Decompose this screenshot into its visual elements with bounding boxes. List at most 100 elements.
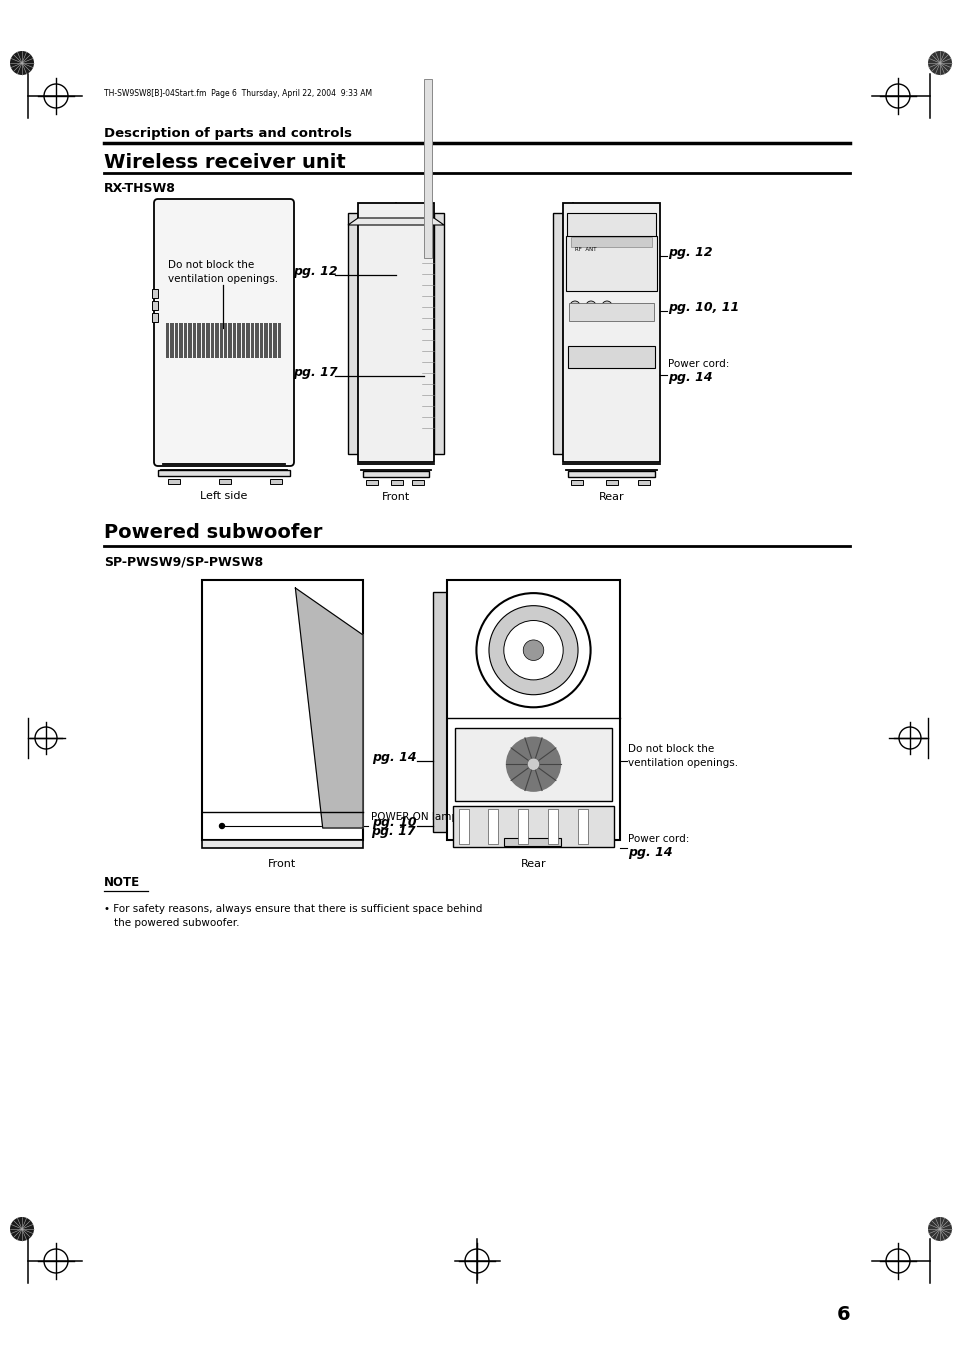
Bar xyxy=(228,323,232,358)
Bar xyxy=(166,323,170,358)
Text: Powered subwoofer: Powered subwoofer xyxy=(104,523,322,543)
Text: the powered subwoofer.: the powered subwoofer. xyxy=(113,917,239,928)
Bar xyxy=(184,323,187,358)
Bar xyxy=(423,78,432,258)
Bar xyxy=(488,809,497,844)
Text: Description of parts and controls: Description of parts and controls xyxy=(104,127,352,139)
Text: pg. 14: pg. 14 xyxy=(372,751,416,763)
Bar xyxy=(578,809,587,844)
Bar xyxy=(458,809,469,844)
Bar xyxy=(201,323,205,358)
Bar xyxy=(168,480,180,484)
Bar xyxy=(567,346,655,367)
Text: 6: 6 xyxy=(836,1305,849,1324)
Circle shape xyxy=(522,640,543,661)
Bar xyxy=(179,323,183,358)
Text: Power cord:: Power cord: xyxy=(667,359,729,369)
Text: pg. 17: pg. 17 xyxy=(371,824,416,838)
Bar xyxy=(237,323,240,358)
Bar xyxy=(152,301,158,309)
Circle shape xyxy=(569,301,579,311)
Bar xyxy=(219,323,223,358)
Bar xyxy=(174,323,178,358)
Text: POWER ON lamp:: POWER ON lamp: xyxy=(371,812,461,821)
Bar xyxy=(214,323,218,358)
Text: Do not block the: Do not block the xyxy=(168,259,254,270)
Circle shape xyxy=(585,301,596,311)
Bar xyxy=(571,480,582,485)
Bar xyxy=(571,236,651,247)
Bar xyxy=(246,323,250,358)
Text: pg. 14: pg. 14 xyxy=(627,846,672,859)
Text: pg. 10: pg. 10 xyxy=(372,816,416,830)
Bar xyxy=(206,323,210,358)
Bar xyxy=(455,728,612,801)
Bar xyxy=(202,580,363,840)
Circle shape xyxy=(601,301,612,311)
Text: pg. 17: pg. 17 xyxy=(293,366,337,380)
Bar xyxy=(277,323,281,358)
Bar xyxy=(391,480,402,485)
Text: pg. 10, 11: pg. 10, 11 xyxy=(667,301,739,313)
Bar xyxy=(233,323,236,358)
Circle shape xyxy=(927,51,951,76)
Bar xyxy=(357,203,434,462)
Bar xyxy=(566,213,656,243)
Text: NOTE: NOTE xyxy=(104,875,140,889)
Bar xyxy=(188,323,192,358)
Bar xyxy=(269,323,272,358)
Text: Wireless receiver unit: Wireless receiver unit xyxy=(104,153,345,172)
Text: RX-THSW8: RX-THSW8 xyxy=(104,181,175,195)
Bar xyxy=(366,480,377,485)
Bar xyxy=(503,838,560,846)
Bar xyxy=(434,213,443,454)
Circle shape xyxy=(489,605,578,694)
Text: Rear: Rear xyxy=(598,492,623,503)
Bar xyxy=(158,470,290,476)
Text: Do not block the: Do not block the xyxy=(627,743,714,754)
Bar xyxy=(264,323,268,358)
Circle shape xyxy=(10,1217,34,1242)
Bar xyxy=(242,323,245,358)
Bar xyxy=(202,840,363,848)
Text: • For safety reasons, always ensure that there is sufficient space behind: • For safety reasons, always ensure that… xyxy=(104,904,482,915)
Bar xyxy=(562,203,659,462)
Bar xyxy=(433,592,447,832)
Circle shape xyxy=(10,51,34,76)
FancyBboxPatch shape xyxy=(153,199,294,466)
Text: Front: Front xyxy=(381,492,410,503)
Circle shape xyxy=(503,620,562,680)
Bar xyxy=(638,480,649,485)
Bar xyxy=(553,213,562,454)
Polygon shape xyxy=(295,588,363,828)
Bar xyxy=(453,805,614,847)
Bar xyxy=(211,323,213,358)
Text: pg. 12: pg. 12 xyxy=(293,265,337,278)
Bar xyxy=(447,580,619,840)
Text: Power cord:: Power cord: xyxy=(627,834,689,844)
Bar xyxy=(348,213,357,454)
Bar xyxy=(251,323,253,358)
Circle shape xyxy=(527,758,539,770)
Bar xyxy=(171,323,173,358)
Text: RF  ANT: RF ANT xyxy=(575,247,596,253)
Bar xyxy=(565,236,657,290)
Bar xyxy=(152,289,158,299)
Bar xyxy=(363,471,429,477)
Text: pg. 14: pg. 14 xyxy=(667,372,712,384)
Circle shape xyxy=(219,824,224,828)
Text: Front: Front xyxy=(268,859,296,869)
Text: Left side: Left side xyxy=(200,490,248,501)
Bar xyxy=(567,471,655,477)
Bar xyxy=(605,480,618,485)
Polygon shape xyxy=(348,218,443,226)
Circle shape xyxy=(505,736,560,792)
Bar xyxy=(270,480,282,484)
Text: ventilation openings.: ventilation openings. xyxy=(168,274,278,284)
Bar xyxy=(259,323,263,358)
Bar xyxy=(152,313,158,322)
Bar xyxy=(197,323,200,358)
Bar xyxy=(193,323,196,358)
Bar xyxy=(517,809,527,844)
Bar xyxy=(273,323,276,358)
